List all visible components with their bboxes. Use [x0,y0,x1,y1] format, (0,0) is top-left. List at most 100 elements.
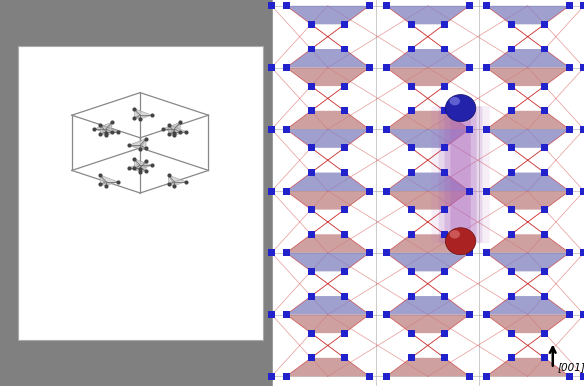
Bar [408,46,415,52]
Bar [341,21,348,28]
Bar [366,373,373,380]
Bar [580,64,584,71]
Polygon shape [386,191,470,210]
Polygon shape [95,129,112,133]
Bar [268,311,275,318]
Bar [466,373,473,380]
Polygon shape [169,125,186,134]
Polygon shape [100,175,106,186]
Bar [566,2,573,9]
Bar [308,21,315,28]
Bar [268,64,275,71]
Polygon shape [163,122,180,133]
Polygon shape [100,175,117,186]
Bar [483,2,490,9]
Bar [341,83,348,90]
Ellipse shape [450,230,460,239]
Bar [268,188,275,195]
Bar [466,249,473,256]
Bar [383,64,390,71]
Polygon shape [134,108,140,119]
Polygon shape [486,234,569,253]
Bar [441,83,448,90]
Bar [383,188,390,195]
Polygon shape [128,139,146,149]
Bar [408,231,415,238]
Bar [483,373,490,380]
Polygon shape [386,253,470,271]
Bar [441,231,448,238]
Polygon shape [486,315,569,333]
Bar [383,126,390,133]
Bar [441,46,448,52]
Polygon shape [286,129,369,148]
Bar [308,231,315,238]
Bar [283,2,290,9]
Bar [466,64,473,71]
Polygon shape [386,68,470,86]
Bar [541,293,548,300]
Bar [441,330,448,337]
Bar [483,126,490,133]
Polygon shape [134,159,140,169]
Bar [366,311,373,318]
Bar [507,144,515,151]
Bar [566,373,573,380]
Polygon shape [386,6,470,24]
Polygon shape [169,125,174,135]
Bar [341,169,348,176]
Bar [466,2,473,9]
Polygon shape [286,253,369,271]
Polygon shape [169,125,186,135]
Polygon shape [386,129,470,148]
Polygon shape [486,111,569,129]
Bar [566,311,573,318]
Bar [283,311,290,318]
Polygon shape [386,111,470,129]
Bar [408,144,415,151]
Polygon shape [486,6,569,24]
Bar [341,144,348,151]
Bar [408,107,415,114]
Bar [308,83,315,90]
Polygon shape [486,49,569,68]
Polygon shape [486,296,569,315]
Bar [283,126,290,133]
Bar [507,206,515,213]
Bar [308,46,315,52]
Ellipse shape [446,228,476,255]
FancyBboxPatch shape [18,46,263,340]
Polygon shape [286,49,369,68]
Bar [341,231,348,238]
Bar [308,354,315,361]
Bar [383,311,390,318]
FancyBboxPatch shape [444,106,477,243]
Ellipse shape [446,95,476,122]
Polygon shape [286,296,369,315]
Text: [001]: [001] [557,362,584,372]
Polygon shape [134,165,152,169]
FancyBboxPatch shape [450,106,471,243]
Bar [283,188,290,195]
Polygon shape [100,132,117,135]
Polygon shape [106,122,112,133]
Bar [441,268,448,275]
Bar [507,21,515,28]
Polygon shape [169,175,186,185]
Polygon shape [134,159,152,168]
Bar [566,249,573,256]
Polygon shape [169,132,186,135]
Polygon shape [486,358,569,376]
Bar [341,268,348,275]
Bar [566,188,573,195]
Bar [441,169,448,176]
Bar [441,293,448,300]
Bar [483,188,490,195]
Bar [541,268,548,275]
Bar [507,107,515,114]
Bar [283,249,290,256]
Bar [341,46,348,52]
Polygon shape [100,125,106,135]
Bar [341,206,348,213]
Bar [383,373,390,380]
